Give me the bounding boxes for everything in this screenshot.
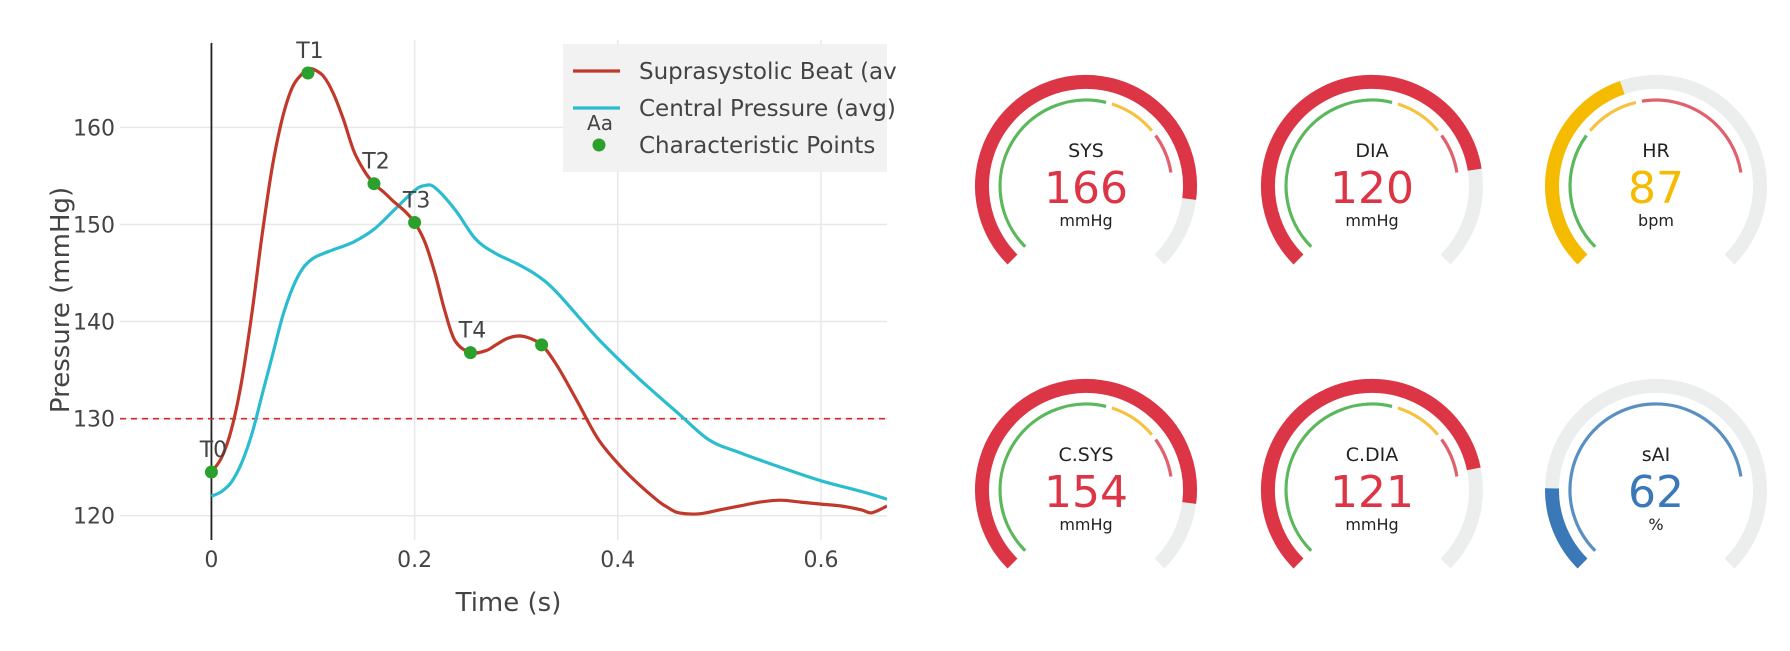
gauge-value-arc xyxy=(975,74,1197,265)
gauge-value-arc xyxy=(1545,80,1625,265)
gauge-unit: mmHg xyxy=(1059,515,1112,534)
point-label-t4: T4 xyxy=(458,319,486,344)
gauge-unit: % xyxy=(1648,515,1663,534)
x-tick-label: 0.4 xyxy=(600,548,635,573)
gauge-zone-arc-1 xyxy=(1397,102,1440,132)
gauge-zone-arc-0 xyxy=(1284,402,1393,552)
gauge-zone-arc-2 xyxy=(1440,134,1459,173)
pressure-chart: 0 0.2 0.4 0.6 120 130 140 150 160 Time (s) Pressur… xyxy=(46,39,897,618)
gauge-unit: mmHg xyxy=(1345,211,1398,230)
gauge-value: 62 xyxy=(1628,467,1684,518)
gauge-label: C.SYS xyxy=(1058,444,1113,466)
y-axis-title: Pressure (mmHg) xyxy=(46,187,76,413)
gauge-value: 166 xyxy=(1044,163,1128,214)
gauge-zone-arc-0 xyxy=(1284,98,1393,248)
gauge-label: C.DIA xyxy=(1346,444,1399,466)
gauge-zone-arc-0 xyxy=(998,402,1107,552)
gauge-label: SYS xyxy=(1068,140,1104,162)
legend-swatch-2 xyxy=(592,138,606,152)
gauge-value: 87 xyxy=(1628,163,1684,214)
gauge-value-arc xyxy=(1260,378,1481,569)
y-tick-label: 150 xyxy=(73,213,115,238)
characteristic-point-4 xyxy=(463,346,477,360)
legend-entry-label: Suprasystolic Beat (av xyxy=(639,59,897,85)
point-label-t3: T3 xyxy=(402,189,430,214)
x-axis-title: Time (s) xyxy=(455,588,562,618)
point-label-t0: T0 xyxy=(199,438,227,463)
series-line-suprasystolic xyxy=(210,66,887,516)
gauge-zone-arc-2 xyxy=(1154,438,1173,477)
x-tick-label: 0.2 xyxy=(397,548,432,573)
gauge-label: sAI xyxy=(1642,444,1671,466)
gauge-unit: mmHg xyxy=(1345,515,1398,534)
gauge-zone-arc-2 xyxy=(1154,134,1173,173)
series-line-central xyxy=(210,183,887,501)
gauge-label: HR xyxy=(1642,140,1670,162)
gauge-zone-arc-0 xyxy=(1568,402,1743,552)
legend-entry-label: Characteristic Points xyxy=(639,133,875,159)
y-tick-label: 160 xyxy=(73,116,115,141)
gauge-zone-arc-2 xyxy=(1641,98,1743,173)
gauge-label: DIA xyxy=(1355,140,1388,162)
gauge-value-arc xyxy=(1544,488,1588,569)
gauge-panel: SYS166mmHgDIA120mmHgHR87bpmC.SYS154mmHgC… xyxy=(975,74,1767,569)
x-tick-label: 0.6 xyxy=(803,548,838,573)
gauge-zone-arc-1 xyxy=(1588,100,1637,132)
x-tick-label: 0 xyxy=(204,548,218,573)
y-tick-label: 140 xyxy=(73,311,115,336)
characteristic-point-5 xyxy=(535,338,549,352)
gauge-zone-arc-1 xyxy=(1397,406,1440,436)
gauge-value-arc xyxy=(1260,74,1482,265)
gauge-unit: bpm xyxy=(1638,211,1674,230)
gauge-value-arc xyxy=(975,378,1197,569)
gauge-value: 121 xyxy=(1330,467,1414,518)
characteristic-point-0 xyxy=(204,465,218,479)
point-label-t2: T2 xyxy=(361,150,389,175)
y-tick-label: 130 xyxy=(73,408,115,433)
characteristic-point-3 xyxy=(408,216,422,230)
gauge-unit: mmHg xyxy=(1059,211,1112,230)
gauge-zone-arc-2 xyxy=(1440,438,1459,477)
gauge-zone-arc-0 xyxy=(998,98,1107,248)
gauge-zone-arc-0 xyxy=(1568,134,1597,248)
point-label-t1: T1 xyxy=(295,39,323,64)
y-tick-label: 120 xyxy=(73,505,115,530)
legend-entry-label: Central Pressure (avg) xyxy=(639,96,896,122)
gauge-value: 120 xyxy=(1330,163,1414,214)
legend-aa-text: Aa xyxy=(587,111,613,135)
gauge-zone-arc-1 xyxy=(1111,102,1154,132)
gauge-value: 154 xyxy=(1044,467,1128,518)
gauge-zone-arc-1 xyxy=(1111,406,1154,436)
characteristic-point-2 xyxy=(367,177,381,191)
characteristic-point-1 xyxy=(301,66,315,80)
